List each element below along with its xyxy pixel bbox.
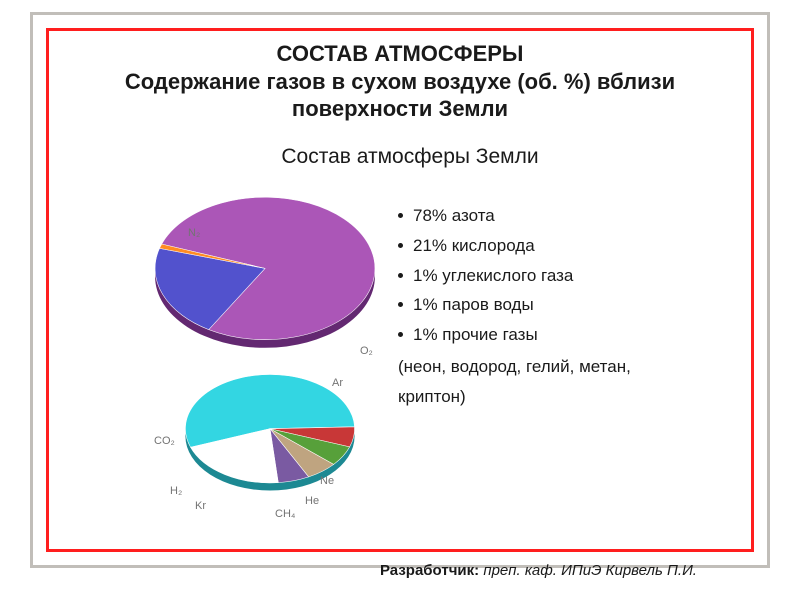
legend-item-4: 1% прочие газы (398, 320, 670, 350)
pie-bottom-label-h2: H₂ (170, 485, 182, 497)
pie-top (150, 185, 380, 360)
main-title: СОСТАВ АТМОСФЕРЫ Содержание газов в сухо… (60, 40, 740, 123)
legend-parenthetical: (неон, водород, гелий, метан, криптон) (398, 352, 670, 412)
slide-canvas: СОСТАВ АТМОСФЕРЫ Содержание газов в сухо… (0, 0, 800, 600)
credit-value: преп. каф. ИПиЭ Кирвель П.И. (483, 562, 697, 579)
pie-top-label-o2: O₂ (360, 345, 373, 357)
pie-bottom-label-kr: Kr (195, 500, 206, 512)
credit-line: Разработчик: преп. каф. ИПиЭ Кирвель П.И… (380, 562, 697, 579)
title-line-3: поверхности Земли (292, 96, 508, 121)
pie-bottom-label-ch4: CH₄ (275, 508, 295, 520)
pie-top-label-n2: N₂ (188, 227, 200, 239)
title-line-1: СОСТАВ АТМОСФЕРЫ (277, 41, 524, 66)
chart-area: Состав атмосферы Земли N₂ O₂ Ar CO₂ Ne H… (150, 145, 670, 535)
pie-bottom-label-co2: CO₂ (154, 435, 175, 447)
legend-item-3: 1% паров воды (398, 290, 670, 320)
legend-item-0: 78% азота (398, 201, 670, 231)
chart-subtitle: Состав атмосферы Земли (150, 145, 670, 169)
credit-label: Разработчик: (380, 562, 479, 579)
pie-bottom-label-he: He (305, 495, 319, 507)
legend-item-2: 1% углекислого газа (398, 261, 670, 291)
legend-item-1: 21% кислорода (398, 231, 670, 261)
pie-bottom-label-ne: Ne (320, 475, 334, 487)
legend: 78% азота 21% кислорода 1% углекислого г… (398, 201, 670, 411)
title-line-2: Содержание газов в сухом воздухе (об. %)… (125, 69, 675, 94)
